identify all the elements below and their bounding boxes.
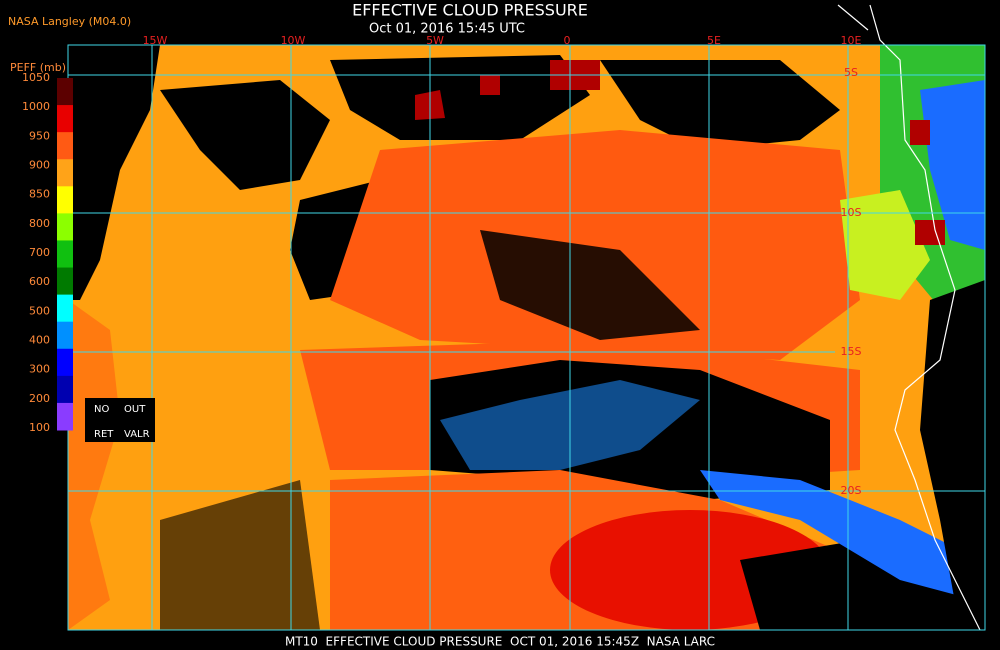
legend-swatch <box>57 105 73 133</box>
legend-label: 500 <box>29 304 50 317</box>
latitude-label: 15S <box>841 345 862 358</box>
legend-label: 100 <box>29 421 50 434</box>
subtitle: Oct 01, 2016 15:45 UTC <box>369 22 525 37</box>
legend-swatch <box>57 78 73 106</box>
longitude-label: 5W <box>426 34 444 47</box>
legend-label: 800 <box>29 217 50 230</box>
legend-label: 300 <box>29 363 50 376</box>
legend-label: 700 <box>29 246 50 259</box>
flag-label: OUT <box>124 404 146 415</box>
flag-label: RET <box>94 429 114 440</box>
legend-swatch <box>57 402 73 431</box>
footer: MT10 EFFECTIVE CLOUD PRESSURE OCT 01, 20… <box>285 635 715 649</box>
latitude-label: 10S <box>841 206 862 219</box>
legend-swatch <box>57 321 73 350</box>
title: EFFECTIVE CLOUD PRESSURE <box>352 1 588 20</box>
legend-label: 850 <box>29 188 50 201</box>
legend-swatch <box>57 375 73 404</box>
legend-label: 400 <box>29 334 50 347</box>
legend-title: PEFF (mb) <box>10 61 66 74</box>
legend-swatch <box>57 213 73 241</box>
latitude-label: 5S <box>844 66 858 79</box>
cloud-field <box>68 4 985 631</box>
longitude-label: 10W <box>281 34 306 47</box>
flag-label: NO <box>94 404 109 415</box>
legend-label: 600 <box>29 275 50 288</box>
legend-label: 950 <box>29 129 50 142</box>
longitude-label: 15W <box>143 34 168 47</box>
legend-swatch <box>57 159 73 187</box>
longitude-label: 10E <box>841 34 862 47</box>
longitude-label: 0 <box>564 34 571 47</box>
legend-swatch <box>57 240 73 269</box>
legend-swatch <box>57 186 73 214</box>
flag-label: VALR <box>124 429 150 440</box>
legend-swatch <box>57 348 73 377</box>
graticule <box>67 44 986 631</box>
source-label: NASA Langley (M04.0) <box>8 15 131 28</box>
legend-label: 200 <box>29 392 50 405</box>
legend-swatch <box>57 294 73 323</box>
legend-label: 1050 <box>22 71 50 84</box>
legend-label: 900 <box>29 159 50 172</box>
legend-swatch <box>57 132 73 160</box>
flag-box <box>85 398 155 442</box>
legend-swatch <box>57 267 73 296</box>
legend-label: 1000 <box>22 100 50 113</box>
longitude-label: 5E <box>707 34 721 47</box>
latitude-label: 20S <box>841 484 862 497</box>
